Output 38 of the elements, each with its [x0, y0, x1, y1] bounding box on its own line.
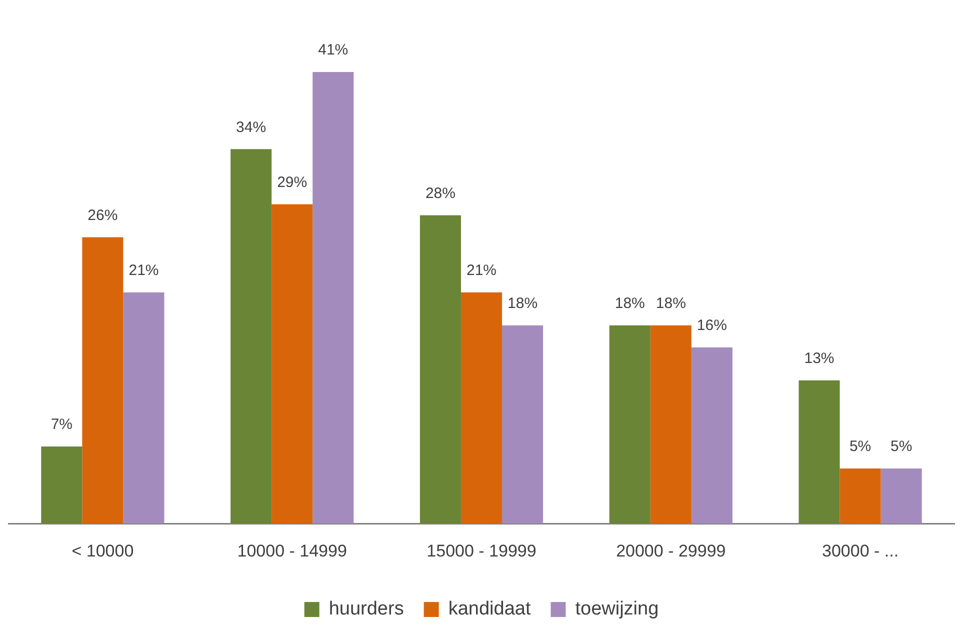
bar: [502, 325, 544, 524]
data-label: 13%: [804, 350, 834, 368]
data-label: 18%: [508, 295, 538, 312]
bar: [798, 380, 840, 524]
bar: [691, 347, 732, 524]
data-label: 28%: [425, 184, 456, 202]
data-label: 34%: [236, 118, 266, 136]
bar: [230, 149, 272, 524]
data-label: 7%: [50, 416, 73, 434]
x-tick-label: 30000 - ...: [822, 541, 899, 560]
bar: [880, 468, 922, 524]
bar: [123, 292, 164, 524]
legend-label: huurders: [328, 598, 404, 620]
x-tick-label: 20000 - 29999: [616, 541, 726, 560]
legend-label: toewijzing: [575, 598, 659, 620]
data-label: 18%: [614, 295, 645, 312]
data-label: 18%: [656, 295, 686, 312]
data-label: 41%: [318, 42, 348, 59]
x-tick-label: 10000 - 14999: [237, 541, 347, 560]
bar: [420, 215, 461, 524]
bar: [41, 446, 82, 524]
bar: [650, 325, 692, 524]
bar: [460, 292, 502, 524]
data-label: 21%: [128, 262, 159, 279]
data-label: 16%: [696, 317, 727, 334]
data-label: 21%: [466, 262, 497, 279]
legend-label: kandidaat: [448, 598, 532, 620]
data-label: 5%: [849, 438, 872, 456]
x-tick-label: 15000 - 19999: [426, 541, 536, 560]
bar: [840, 468, 881, 524]
bar: [272, 204, 313, 524]
bar: [82, 237, 124, 524]
data-label: 5%: [890, 438, 912, 456]
bar: [312, 72, 354, 524]
data-label: 26%: [88, 206, 118, 224]
bar: [609, 325, 650, 524]
data-label: 29%: [277, 174, 308, 191]
x-tick-label: < 10000: [72, 541, 134, 560]
